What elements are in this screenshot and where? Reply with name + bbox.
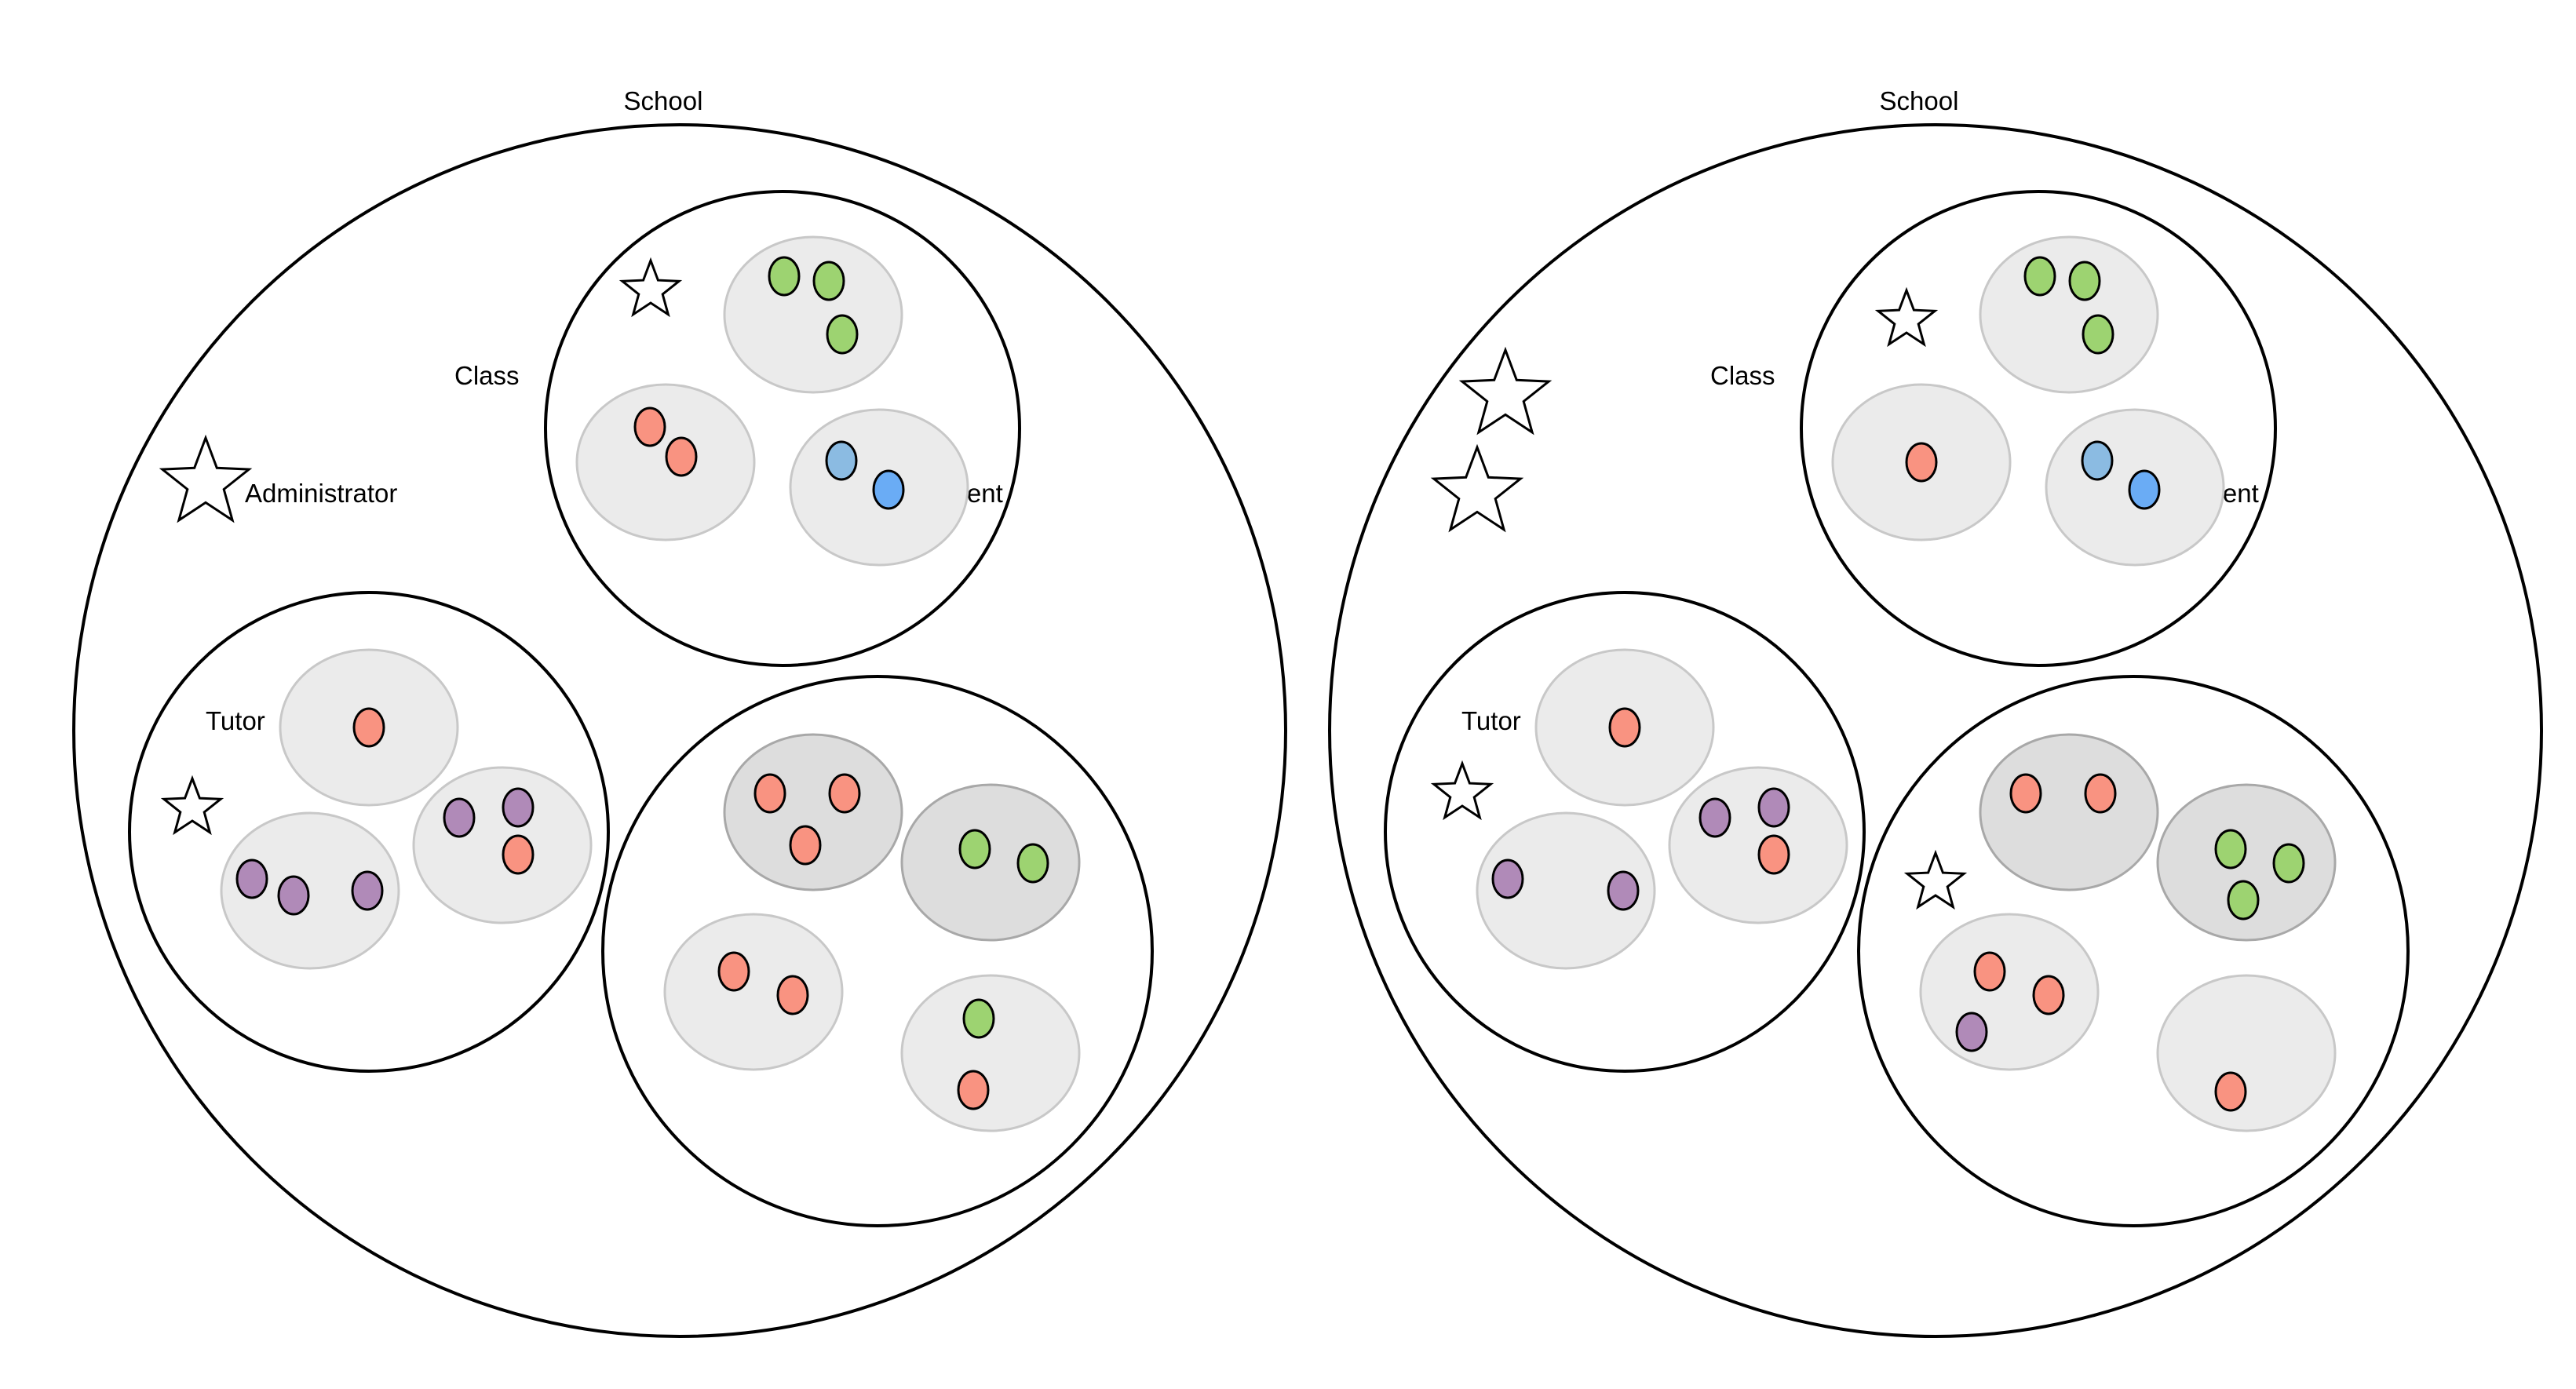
administrator-star-icon xyxy=(1458,346,1553,436)
class-leader-star-icon xyxy=(1874,286,1939,348)
member-red xyxy=(753,773,786,814)
tutor-group xyxy=(220,811,400,970)
star-layer xyxy=(1430,286,1968,910)
member-purple xyxy=(502,787,535,828)
member-purple xyxy=(1955,1012,1988,1052)
class-label: Class xyxy=(454,361,520,390)
tutor-group xyxy=(1476,811,1656,970)
member-purple xyxy=(1698,797,1731,838)
member-purple xyxy=(277,875,310,916)
member-red xyxy=(665,436,698,477)
school-label: School xyxy=(1880,86,1959,115)
class-circle xyxy=(1800,190,2277,667)
member-green xyxy=(962,998,995,1039)
third-group xyxy=(2156,974,2337,1132)
third-group xyxy=(900,974,1081,1132)
member-red xyxy=(502,834,535,875)
tutor-circle xyxy=(128,591,610,1073)
member-green xyxy=(768,256,801,297)
third-group xyxy=(1919,913,2100,1071)
member-red xyxy=(828,773,861,814)
member-green xyxy=(958,829,991,869)
administrator-star-icon xyxy=(159,434,253,523)
class-circle xyxy=(544,190,1021,667)
member-red xyxy=(352,707,385,748)
class-group xyxy=(1979,235,2159,394)
member-green xyxy=(2082,314,2114,355)
administrator-label: Administrator xyxy=(245,479,397,508)
member-green xyxy=(826,314,859,355)
member-layer xyxy=(1491,256,2305,1112)
school-diagram-left: School Class Tutor Administrator Student xyxy=(72,86,1287,1338)
member-red xyxy=(2214,1071,2247,1112)
third-leader-star-icon xyxy=(1903,849,1968,910)
member-red xyxy=(1757,834,1790,875)
member-green xyxy=(2272,843,2305,884)
school-diagram-right: School Class Tutor Student xyxy=(1328,86,2543,1338)
member-blue-light xyxy=(825,440,858,481)
class-group xyxy=(723,235,903,394)
third-group xyxy=(663,913,844,1071)
tutor-group xyxy=(412,766,593,924)
school-label: School xyxy=(624,86,703,115)
member-red xyxy=(1973,951,2006,992)
tutor-leader-star-icon xyxy=(1430,760,1494,821)
member-blue xyxy=(2128,469,2161,510)
tutor-circle xyxy=(1384,591,1866,1073)
third-unit-circle xyxy=(601,675,1154,1227)
third-unit-circle xyxy=(1857,675,2410,1227)
member-red xyxy=(1608,707,1641,748)
member-purple xyxy=(1607,870,1640,911)
member-green xyxy=(2023,256,2056,297)
member-red xyxy=(2032,975,2065,1015)
third-group xyxy=(2156,783,2337,942)
member-purple xyxy=(443,797,476,838)
tutor-group xyxy=(1668,766,1848,924)
member-layer xyxy=(235,256,1049,1110)
class-leader-star-icon xyxy=(618,257,683,318)
member-green xyxy=(812,261,845,301)
member-red xyxy=(717,951,750,992)
member-purple xyxy=(351,870,384,911)
member-red xyxy=(776,975,809,1015)
third-group xyxy=(1979,733,2159,891)
member-red xyxy=(633,406,666,447)
tutor-label: Tutor xyxy=(1461,706,1521,735)
group-layer xyxy=(1476,235,2337,1132)
third-group xyxy=(900,783,1081,942)
member-green xyxy=(2068,261,2101,301)
member-red xyxy=(2009,773,2042,814)
member-blue-light xyxy=(2081,440,2114,481)
member-purple xyxy=(1491,859,1524,899)
member-green xyxy=(2214,829,2247,869)
tutor-leader-star-icon xyxy=(160,775,224,836)
member-purple xyxy=(1757,787,1790,828)
member-purple xyxy=(235,859,268,899)
star-layer xyxy=(159,257,683,836)
member-red xyxy=(789,825,822,866)
third-group xyxy=(723,733,903,891)
member-green xyxy=(2227,880,2260,921)
member-blue xyxy=(872,469,905,510)
member-red xyxy=(2084,773,2117,814)
administrator-star-icon xyxy=(1430,443,1524,533)
member-green xyxy=(1016,843,1049,884)
class-label: Class xyxy=(1710,361,1775,390)
member-red xyxy=(1905,442,1938,483)
school-circle xyxy=(72,123,1287,1338)
member-red xyxy=(957,1070,990,1110)
school-circle xyxy=(1328,123,2543,1338)
tutor-label: Tutor xyxy=(206,706,265,735)
class-group xyxy=(575,383,756,541)
